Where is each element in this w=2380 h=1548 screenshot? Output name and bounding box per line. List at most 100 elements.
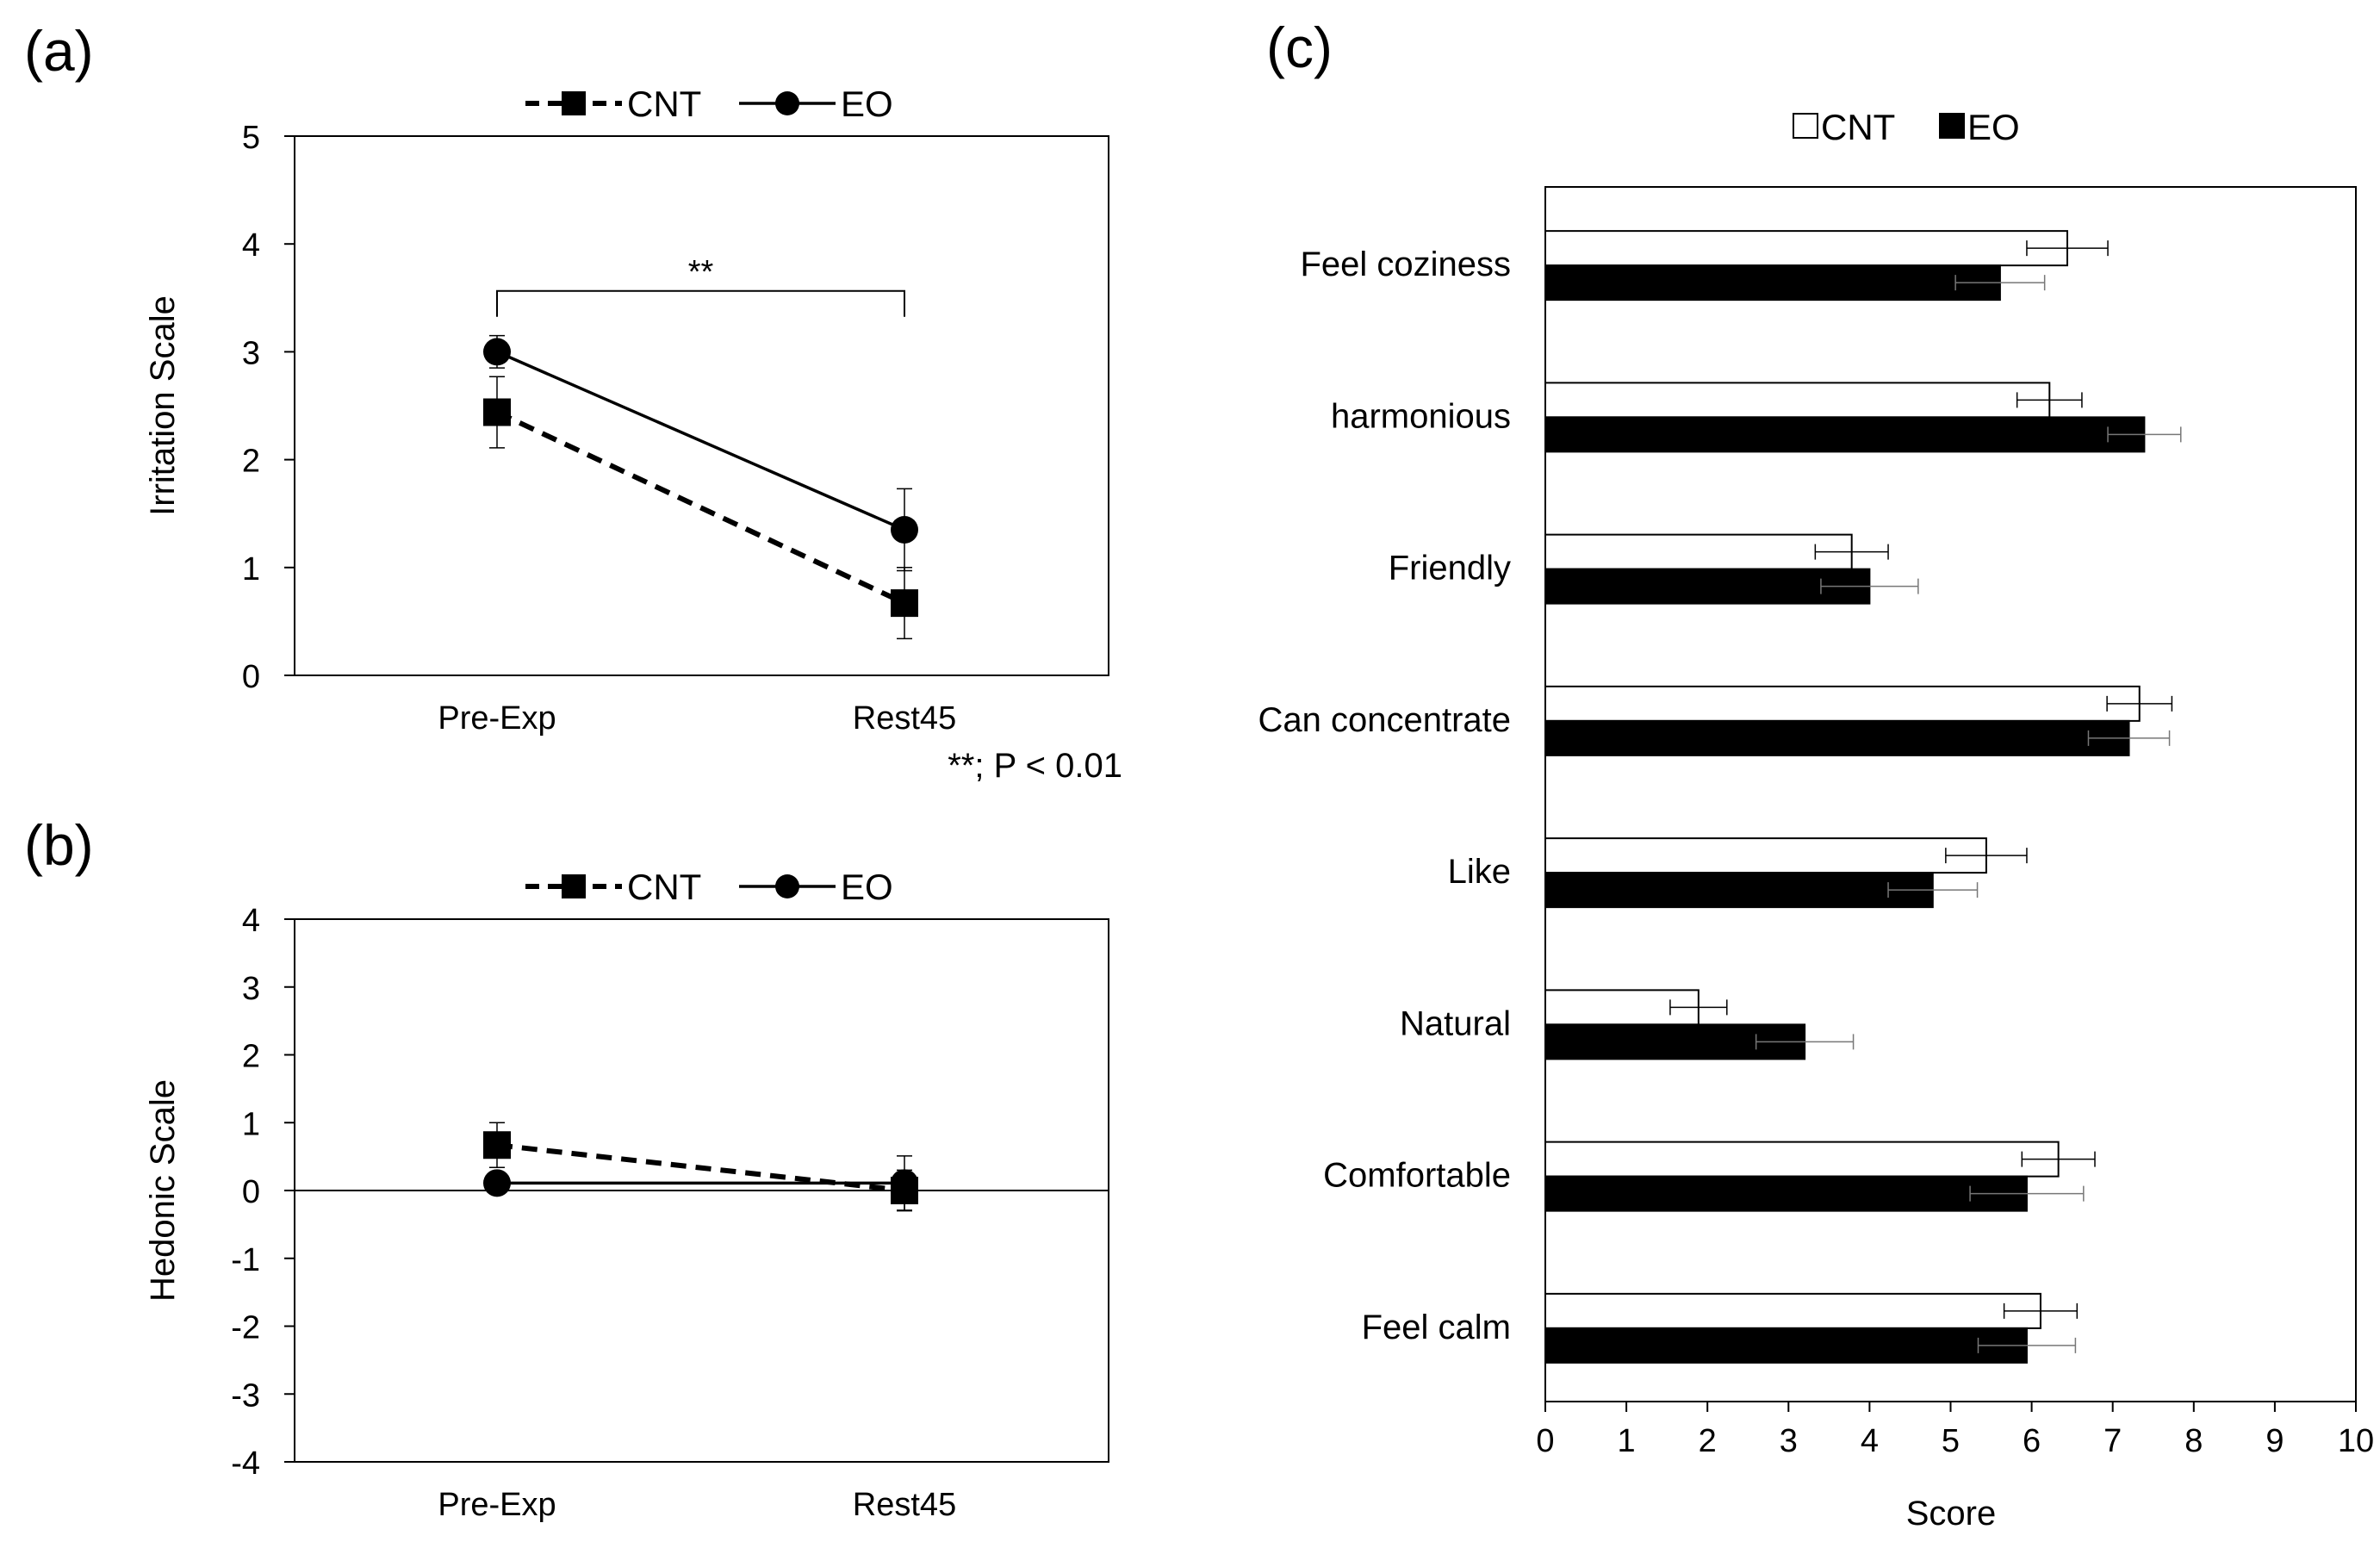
- b-ytick-label: 2: [242, 1039, 260, 1075]
- b-ytick-label: 0: [242, 1174, 260, 1210]
- c-error-bar-eo: [1969, 1185, 2085, 1202]
- c-category-label: harmonious: [1331, 397, 1511, 435]
- b-ytick-label: 4: [242, 903, 260, 939]
- c-error-bar-cnt: [2106, 695, 2173, 712]
- b-ytick-label: 1: [242, 1106, 260, 1142]
- b-xtick-label: Rest45: [853, 1487, 956, 1523]
- b-series-eo-point: [483, 1169, 511, 1197]
- c-xtick-label: 0: [1536, 1423, 1554, 1459]
- a-ytick-label: 2: [242, 444, 260, 480]
- c-xtick-label: 6: [2023, 1423, 2041, 1459]
- panel-a-series: [483, 334, 918, 640]
- c-xtick-label: 9: [2265, 1423, 2284, 1459]
- a-xtick-label: Rest45: [853, 700, 956, 737]
- c-bar-cnt: [1544, 837, 1987, 874]
- a-series-cnt-point: [891, 589, 918, 618]
- panel-a-plot-frame: [294, 135, 1109, 676]
- a-significance-bracket: [496, 289, 905, 317]
- c-error-bar-eo: [2107, 426, 2182, 443]
- c-bar-eo: [1544, 719, 2130, 756]
- c-category-label: Can concentrate: [1258, 701, 1511, 739]
- panel-b-y-axis-label: Hedonic Scale: [144, 1079, 182, 1302]
- c-xtick-label: 8: [2184, 1423, 2203, 1459]
- a-legend-cnt-label: CNT: [627, 84, 701, 124]
- c-bar-cnt: [1544, 1141, 2060, 1178]
- panel-c-bars: [1544, 230, 2182, 1364]
- a-series-cnt-point: [483, 398, 511, 426]
- b-ytick-label: -1: [231, 1242, 260, 1278]
- c-error-bar-eo: [1755, 1034, 1855, 1050]
- c-legend-cnt-label: CNT: [1821, 107, 1895, 147]
- c-error-bar-eo: [1954, 275, 2046, 291]
- panel-c-score-chart: (c) CNT EO Feel coziness harmonious Friendl…: [1258, 16, 2374, 1532]
- panel-c-x-ticks: 0 1 2 3 4 5 6 7 8 9 10: [1536, 1402, 2374, 1459]
- panel-c-category-labels: Feel coziness harmonious Friendly Can conce…: [1258, 246, 1511, 1346]
- c-error-bar-cnt: [2026, 240, 2109, 257]
- a-legend-eo-label: EO: [841, 84, 893, 124]
- panel-a-significance: **: [496, 254, 905, 317]
- c-error-bar-cnt: [2016, 392, 2083, 408]
- b-legend-eo-marker: [775, 874, 799, 898]
- a-ytick-label: 5: [242, 120, 260, 156]
- panel-a-significance-note: **; P < 0.01: [948, 747, 1122, 785]
- b-ytick-label: -4: [231, 1445, 260, 1482]
- c-xtick-label: 3: [1780, 1423, 1798, 1459]
- c-bar-cnt: [1544, 1292, 2041, 1329]
- c-bar-eo: [1544, 872, 1934, 909]
- b-series-eo-point: [891, 1169, 918, 1197]
- panel-c-plot-frame: [1544, 186, 2357, 1402]
- c-error-bar-eo: [1820, 578, 1919, 594]
- panel-c-x-axis-label: Score: [1906, 1495, 1997, 1532]
- a-legend-eo-marker: [775, 91, 799, 115]
- b-ytick-label: 3: [242, 971, 260, 1007]
- c-category-label: Feel coziness: [1300, 246, 1511, 283]
- c-error-bar-eo: [2087, 730, 2171, 746]
- c-bar-eo: [1544, 264, 2001, 302]
- panel-a-legend: CNT EO: [525, 84, 893, 124]
- a-ytick-label: 4: [242, 227, 260, 264]
- c-legend-eo-label: EO: [1967, 107, 2020, 147]
- panel-b-series: [483, 1122, 918, 1212]
- panel-a-irritation-chart: (a) CNT EO 0 1 2 3 4 5 Pre-Exp Rest45 Irritatio…: [24, 19, 1122, 785]
- c-category-label: Comfortable: [1323, 1157, 1511, 1195]
- c-bar-eo: [1544, 416, 2146, 453]
- c-legend-eo-swatch: [1939, 113, 1965, 139]
- a-series-eo-line: [496, 350, 905, 532]
- b-xtick-label: Pre-Exp: [438, 1487, 556, 1523]
- a-series-eo-point: [891, 515, 918, 544]
- c-error-bar-cnt: [2003, 1302, 2079, 1319]
- a-legend-cnt-marker: [562, 91, 586, 115]
- c-bar-eo: [1544, 568, 1871, 605]
- panel-b-x-ticks: Pre-Exp Rest45: [438, 1487, 956, 1523]
- c-bar-eo: [1544, 1327, 2028, 1364]
- c-xtick-label: 7: [2103, 1423, 2122, 1459]
- panel-c-legend: CNT EO: [1793, 107, 2020, 147]
- c-xtick-label: 1: [1618, 1423, 1636, 1459]
- c-category-label: Like: [1448, 853, 1511, 891]
- panel-a-y-ticks: 0 1 2 3 4 5: [242, 120, 295, 695]
- a-ytick-label: 0: [242, 659, 260, 695]
- b-legend-cnt-label: CNT: [627, 867, 701, 907]
- c-bar-cnt: [1544, 685, 2141, 722]
- c-legend-cnt-swatch: [1793, 113, 1818, 139]
- b-ytick-label: -2: [231, 1310, 260, 1346]
- c-error-bar-cnt: [1945, 848, 2028, 864]
- panel-b-legend: CNT EO: [525, 867, 893, 907]
- c-bar-eo: [1544, 1175, 2028, 1212]
- a-series-eo-point: [483, 338, 511, 366]
- c-bar-cnt: [1544, 230, 2069, 267]
- a-ytick-label: 1: [242, 551, 260, 587]
- c-error-bar-cnt: [1814, 544, 1889, 560]
- a-significance-stars: **: [688, 254, 714, 290]
- panel-b-label: (b): [24, 813, 94, 877]
- a-ytick-label: 3: [242, 335, 260, 371]
- panel-a-x-ticks: Pre-Exp Rest45: [438, 700, 956, 737]
- c-xtick-label: 2: [1699, 1423, 1717, 1459]
- panel-c-label: (c): [1266, 16, 1333, 79]
- c-category-label: Friendly: [1389, 550, 1511, 587]
- c-error-bar-cnt: [2021, 1151, 2096, 1167]
- c-error-bar-eo: [1887, 882, 1979, 898]
- c-error-bar-eo: [1977, 1337, 2077, 1353]
- c-bar-cnt: [1544, 382, 2051, 419]
